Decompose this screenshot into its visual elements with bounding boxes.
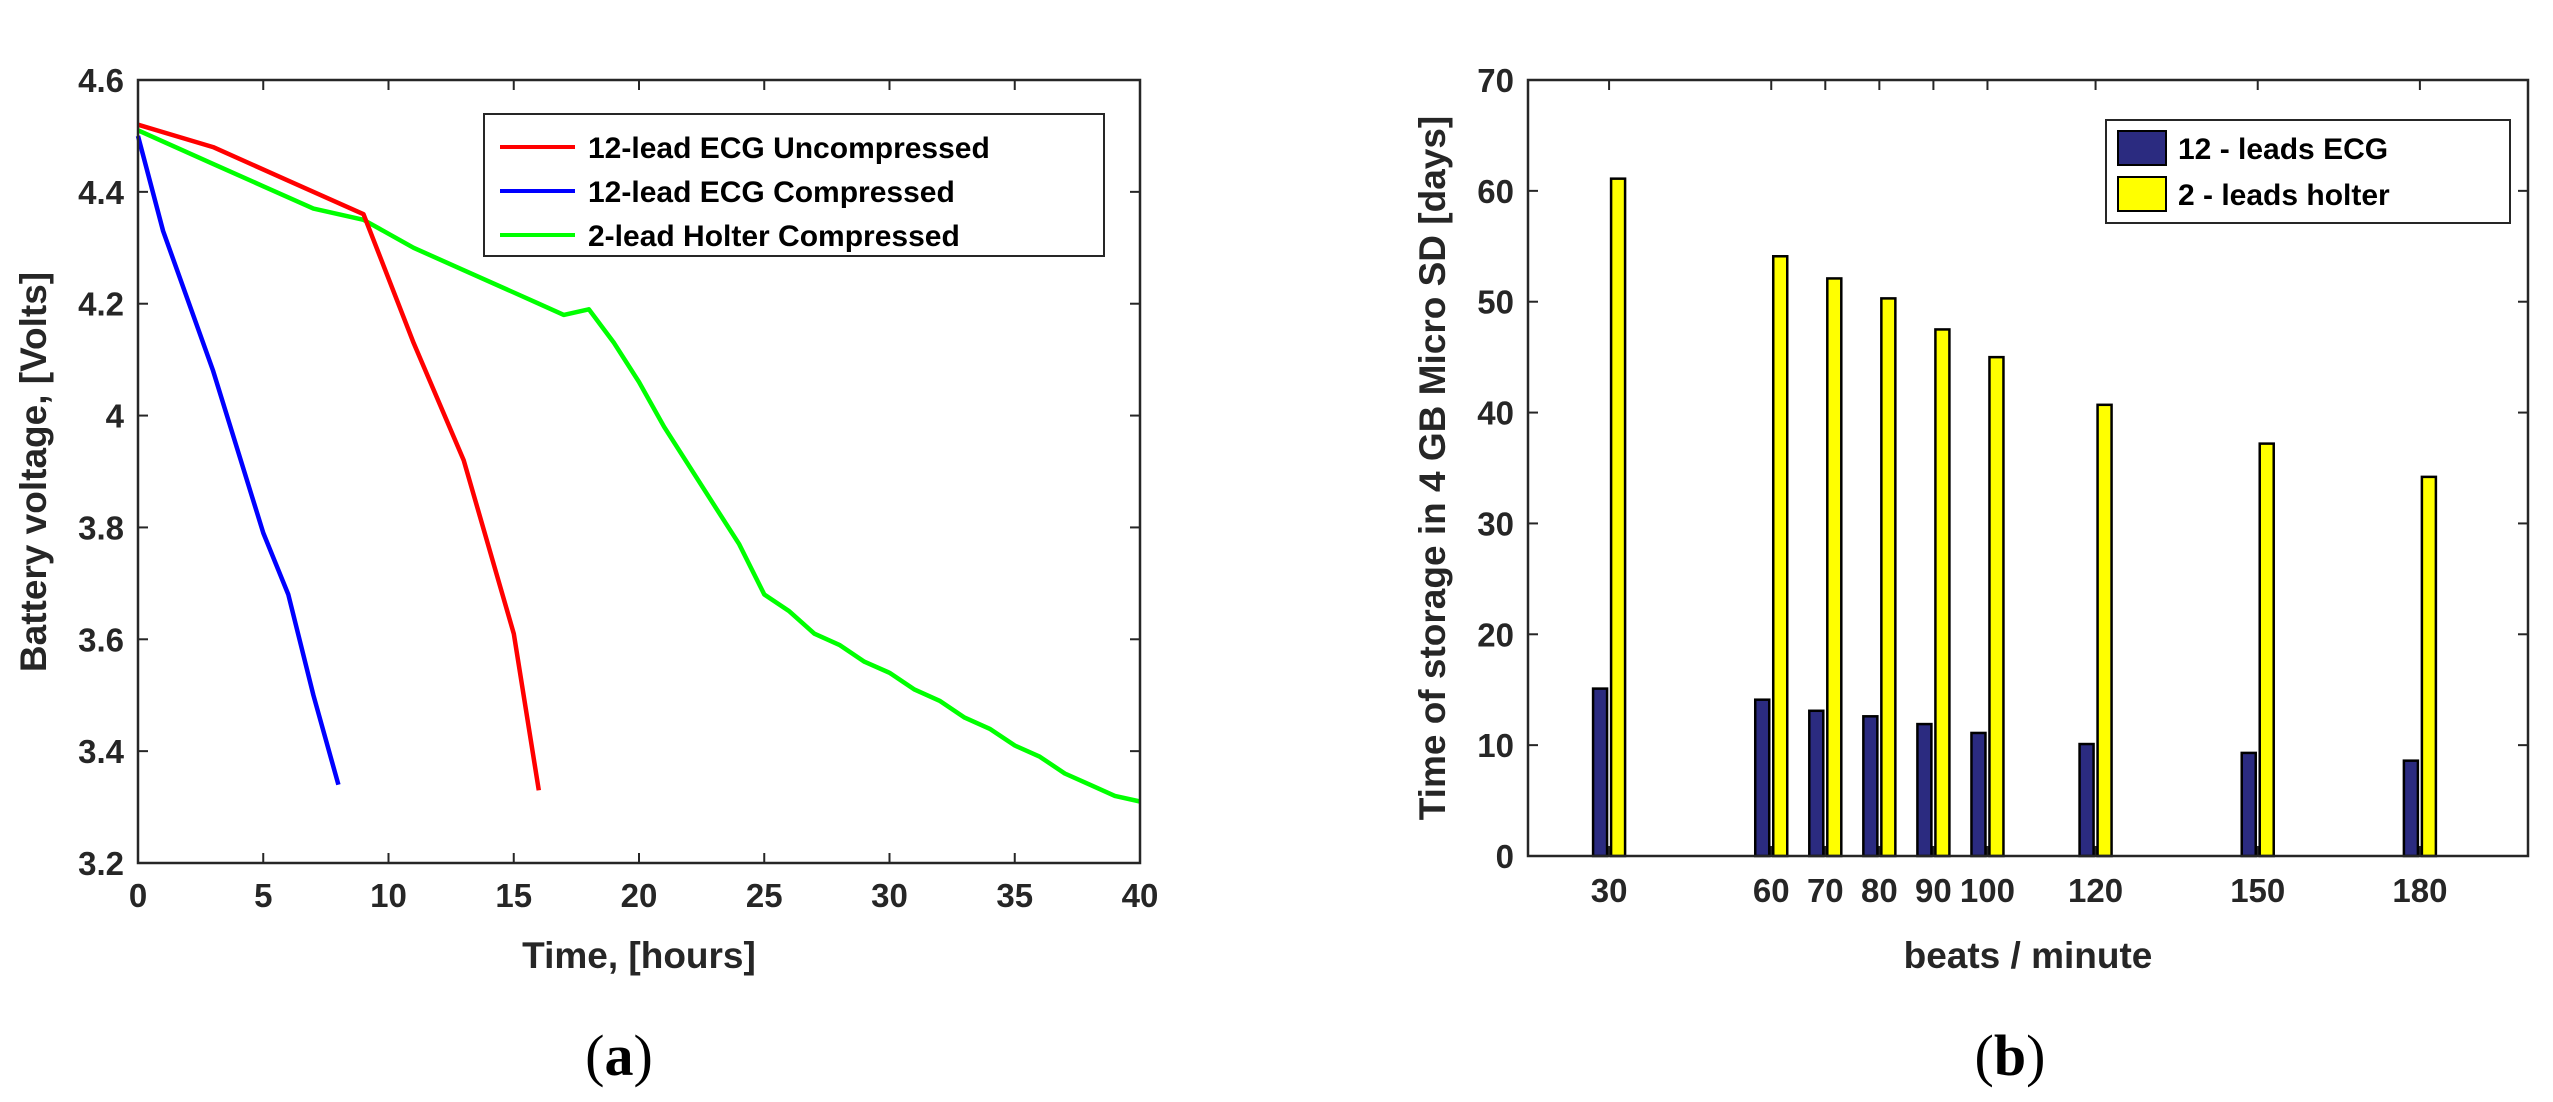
bar-12-leads-ecg [2078, 742, 2095, 858]
bar-12-leads-ecg [2402, 759, 2420, 858]
bar-2-leads-holter [1934, 328, 1951, 858]
panel-a-x-tick-label: 35 [996, 877, 1033, 914]
legend-label-compressed: 12-lead ECG Compressed [588, 176, 955, 209]
panel-a-x-axis-label: Time, [hours] [522, 935, 756, 976]
panel-b-x-tick-label: 150 [2230, 872, 2285, 909]
panel-a-x-tick-label: 0 [129, 877, 147, 914]
legend-swatch-12-leads [2117, 130, 2167, 166]
bar-12-leads-ecg [1970, 731, 1987, 858]
panel-b-y-tick-label: 30 [1477, 505, 1514, 542]
panel-a-caption: (a) [585, 1023, 653, 1088]
panel-a-y-tick-label: 3.6 [78, 621, 124, 658]
panel-a-x-tick-label: 10 [370, 877, 407, 914]
panel-a-x-tick-label: 40 [1122, 877, 1159, 914]
panel-b-y-tick-label: 20 [1477, 616, 1514, 653]
bar-12-leads-ecg [1591, 687, 1609, 858]
legend-swatch-2-leads [2117, 176, 2167, 212]
panel-b-x-tick-label: 70 [1807, 872, 1844, 909]
panel-a-x-tick-label: 30 [871, 877, 908, 914]
panel-b-legend-box [2105, 119, 2511, 224]
bar-12-leads-ecg [1916, 722, 1933, 858]
panel-b-x-tick-label: 80 [1861, 872, 1898, 909]
panel-a-axes-box [136, 78, 1142, 865]
panel-b-x-tick-label: 120 [2068, 872, 2123, 909]
panel-b-y-tick-label: 50 [1477, 284, 1514, 321]
panel-a-x-tick-label: 25 [746, 877, 783, 914]
bar-2-leads-holter [2096, 403, 2113, 858]
panel-b-x-tick-label: 90 [1915, 872, 1952, 909]
panel-b-y-axis-label: Time of storage in 4 GB Micro SD [days] [1412, 116, 1453, 821]
panel-a-y-tick-label: 3.8 [78, 509, 124, 546]
panel-b-axes-box [1526, 78, 2530, 858]
panel-a-y-tick-label: 4.4 [78, 174, 125, 211]
panel-b-y-tick-label: 40 [1477, 395, 1514, 432]
series-line-holter [137, 128, 1141, 804]
panel-a-x-tick-label: 15 [495, 877, 532, 914]
bar-12-leads-ecg [1862, 715, 1879, 858]
panel-b-legend: 12 - leads ECG 2 - leads holter [2105, 119, 2511, 224]
legend-label-2-leads: 2 - leads holter [2178, 179, 2390, 212]
bar-2-leads-holter [2420, 475, 2438, 858]
bar-12-leads-ecg [1808, 709, 1825, 858]
panel-b-y-tick-label: 0 [1496, 838, 1514, 875]
panel-a-y-tick-label: 3.4 [78, 733, 125, 770]
legend-label-uncompressed: 12-lead ECG Uncompressed [588, 132, 990, 165]
panel-b-x-tick-label: 60 [1753, 872, 1790, 909]
legend-label-12-leads: 12 - leads ECG [2178, 133, 2388, 166]
panel-a-line-chart: 0 5 10 15 20 25 30 35 40 3.2 3.4 3.6 3.8 4 4.2 4.4 4.6 T… [13, 62, 1158, 1088]
panel-b-y-tick-label: 10 [1477, 727, 1514, 764]
panel-b-y-tick-label: 70 [1477, 62, 1514, 99]
bar-2-leads-holter [1771, 255, 1789, 858]
panel-a-y-tick-label: 4 [106, 398, 125, 435]
panel-a-y-tick-label: 4.2 [78, 286, 124, 323]
panel-b-x-axis-label: beats / minute [1904, 935, 2153, 976]
bar-12-leads-ecg [2240, 751, 2257, 858]
panel-b-x-tick-label: 100 [1960, 872, 2015, 909]
panel-a-x-tick-label: 20 [621, 877, 658, 914]
bar-2-leads-holter [1880, 297, 1897, 858]
bar-12-leads-ecg [1753, 698, 1771, 858]
bar-2-leads-holter [1609, 177, 1627, 858]
panel-b-x-tick-label: 180 [2392, 872, 2447, 909]
panel-a-legend: 12-lead ECG Uncompressed 12-lead ECG Com… [483, 113, 1105, 257]
panel-a-y-tick-label: 3.2 [78, 845, 124, 882]
panel-b-y-tick-label: 60 [1477, 173, 1514, 210]
panel-b-bar-chart: 0 10 20 30 40 50 60 70 30 60 70 80 90 100 120 150 180 be… [1412, 62, 2530, 1088]
panel-a-legend-box [483, 113, 1105, 257]
panel-b-x-tick-label: 30 [1591, 872, 1628, 909]
panel-a-x-tick-label: 5 [254, 877, 272, 914]
legend-label-holter: 2-lead Holter Compressed [588, 220, 960, 253]
bar-2-leads-holter [1988, 355, 2005, 858]
panel-b-caption: (b) [1975, 1023, 2046, 1088]
series-line-uncompressed [137, 122, 542, 791]
series-line-compressed [135, 135, 341, 786]
bar-2-leads-holter [2258, 442, 2275, 858]
panel-a-y-axis-label: Battery voltage, [Volts] [13, 272, 54, 672]
bar-2-leads-holter [1826, 277, 1843, 858]
panel-a-y-tick-label: 4.6 [78, 62, 124, 99]
